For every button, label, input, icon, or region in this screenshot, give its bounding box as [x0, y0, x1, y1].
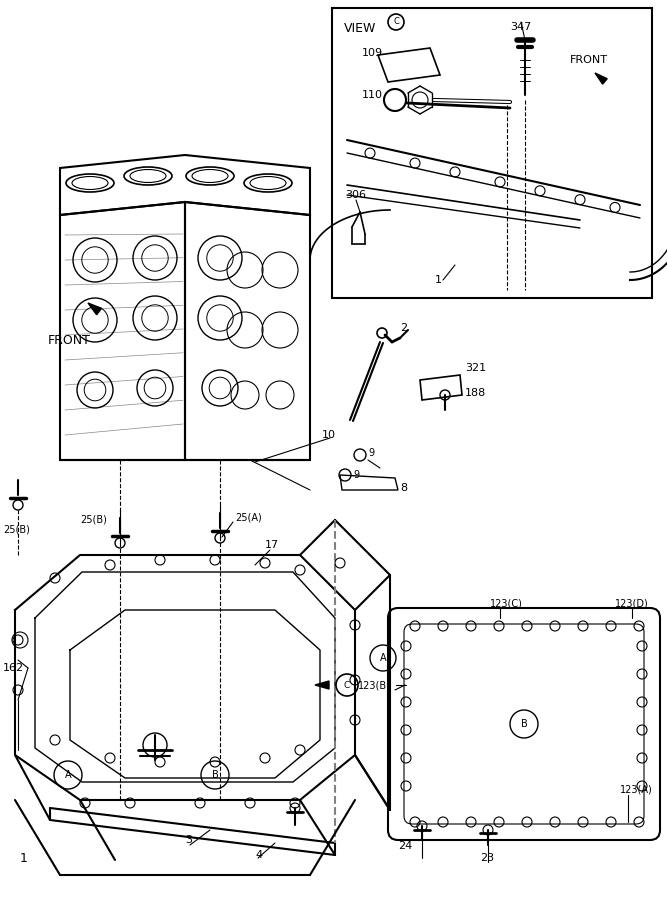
- Text: 110: 110: [362, 90, 383, 100]
- FancyBboxPatch shape: [388, 608, 660, 840]
- Text: A: A: [380, 653, 386, 663]
- Text: 123(A): 123(A): [620, 785, 653, 795]
- Text: 3: 3: [185, 835, 192, 845]
- Text: 25(B): 25(B): [3, 525, 30, 535]
- Text: B: B: [521, 719, 528, 729]
- Text: A: A: [65, 770, 71, 780]
- Text: 188: 188: [465, 388, 486, 398]
- Text: 321: 321: [465, 363, 486, 373]
- Text: 25(A): 25(A): [235, 513, 261, 523]
- Text: 9: 9: [353, 470, 359, 480]
- Text: FRONT: FRONT: [570, 55, 608, 65]
- Text: 123(C): 123(C): [490, 598, 523, 608]
- Text: 4: 4: [255, 850, 262, 860]
- Text: 10: 10: [322, 430, 336, 440]
- Polygon shape: [88, 303, 101, 315]
- Text: 162: 162: [3, 663, 24, 673]
- Text: B: B: [211, 770, 218, 780]
- Text: 25(B): 25(B): [80, 515, 107, 525]
- Text: 2: 2: [400, 323, 407, 333]
- Text: VIEW: VIEW: [344, 22, 376, 35]
- Text: 306: 306: [345, 190, 366, 200]
- Text: 123(D): 123(D): [615, 598, 649, 608]
- Polygon shape: [315, 681, 329, 689]
- Text: C: C: [393, 17, 399, 26]
- Text: 123(B): 123(B): [358, 680, 391, 690]
- Text: 17: 17: [265, 540, 279, 550]
- Text: C: C: [344, 680, 350, 689]
- Text: 9: 9: [368, 448, 374, 458]
- Text: 347: 347: [510, 22, 531, 32]
- Text: FRONT: FRONT: [48, 334, 91, 346]
- Text: 8: 8: [400, 483, 407, 493]
- Polygon shape: [595, 73, 607, 84]
- Text: 24: 24: [398, 841, 412, 851]
- FancyBboxPatch shape: [404, 624, 644, 824]
- Text: 23: 23: [480, 853, 494, 863]
- Text: 109: 109: [362, 48, 383, 58]
- Text: 1: 1: [20, 851, 28, 865]
- Bar: [332, 8, 652, 298]
- Text: 1: 1: [435, 275, 442, 285]
